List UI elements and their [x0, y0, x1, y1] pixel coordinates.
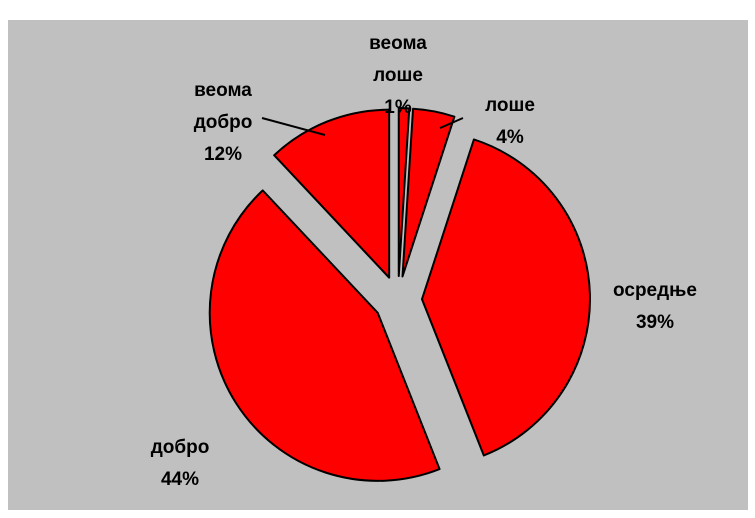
slice-label: добро 44% — [130, 432, 230, 496]
pie-slice — [208, 189, 441, 482]
value-label: 39% — [635, 312, 675, 333]
category-label: добро — [150, 437, 210, 458]
slice-label: веома добро 12% — [178, 75, 268, 171]
leader-line — [439, 117, 464, 129]
category-label: веома добро — [193, 80, 253, 133]
category-label: осредње — [613, 280, 697, 301]
category-label: лоше — [485, 95, 535, 116]
slice-label: веома лоше 1% — [353, 28, 443, 124]
pie-slice — [420, 138, 591, 457]
value-label: 12% — [203, 144, 243, 165]
leader-line — [261, 117, 326, 136]
value-label: 4% — [496, 127, 524, 148]
value-label: 1% — [384, 97, 412, 118]
slice-label: осредње 39% — [600, 275, 710, 339]
pie-slice — [397, 107, 411, 278]
slice-label: лоше 4% — [465, 90, 555, 154]
category-label: веома лоше — [369, 33, 427, 86]
value-label: 44% — [160, 469, 200, 490]
pie-slice — [401, 107, 456, 278]
pie-slice — [273, 108, 391, 279]
